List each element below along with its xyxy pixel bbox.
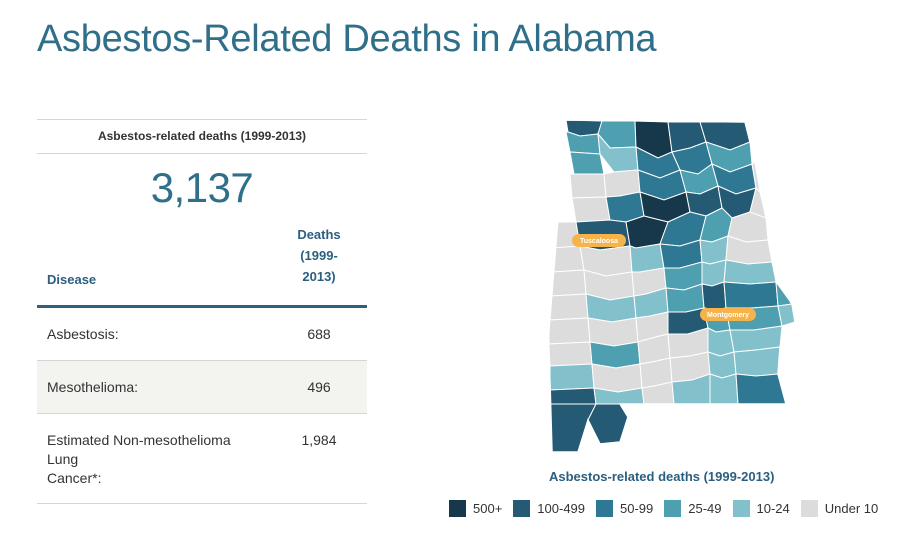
row-disease: Estimated Non-mesothelioma Lung Cancer*: [37,413,271,504]
county-shape [549,387,597,405]
state-outline [547,119,796,453]
city-label-bg [572,234,626,247]
row-disease-line2: Cancer*: [47,470,102,486]
map-legend: 500+ 100-499 50-99 25-49 10-24 Under 10 [449,499,889,517]
stat-total: 3,137 [150,164,254,211]
county-shape [569,151,605,175]
county-shape [775,280,793,307]
col-header-deaths: Deaths (1999- 2013) [271,224,367,308]
legend-label: 100-499 [537,500,586,516]
county-shape [629,243,665,273]
legend-swatch [732,499,750,517]
county-shape [707,351,737,379]
county-shape [569,173,607,199]
legend-item: Under 10 [800,499,879,517]
city-label-text: Montgomery [707,312,749,319]
row-disease: Mesothelioma: [37,360,271,414]
table-header-row: Disease Deaths (1999- 2013) [37,224,367,308]
county-shape [733,346,781,377]
city-label-montgomery: Montgomery [700,308,756,321]
legend-swatch [800,499,818,517]
county-shape [701,281,727,311]
county-shape [723,259,777,285]
map-caption: Asbestos-related deaths (1999-2013) [549,469,775,484]
legend-label: 50-99 [620,500,654,516]
col-header-deaths-line2: (1999- [300,248,338,263]
county-shape [587,317,639,347]
county-shape [709,373,739,405]
county-shape [589,341,641,369]
page-title: Asbestos-Related Deaths in Alabama [37,18,657,60]
county-shape [565,131,601,155]
city-label-tuscaloosa: Tuscaloosa [572,234,626,247]
county-shape [549,403,597,452]
county-shape [551,269,587,297]
county-shape [548,317,591,345]
legend-item: 10-24 [732,499,790,517]
table-row: Estimated Non-mesothelioma Lung Cancer*:… [37,413,367,504]
legend-item: 25-49 [664,499,722,517]
alabama-map: Tuscaloosa Montgomery [540,112,810,457]
county-shape [571,196,611,223]
disease-table: Disease Deaths (1999- 2013) Asbestosis: … [37,224,367,504]
county-shape [777,303,795,327]
col-header-deaths-line3: 2013) [302,269,336,284]
legend-label: Under 10 [824,500,879,516]
legend-label: 10-24 [756,500,790,516]
legend-item: 500+ [449,499,503,517]
row-deaths: 688 [271,306,367,361]
county-shape [551,245,585,273]
legend-swatch [513,499,531,517]
city-label-text: Tuscaloosa [580,238,618,245]
legend-swatch [664,499,682,517]
col-header-deaths-line1: Deaths [297,227,341,242]
row-deaths: 1,984 [271,413,367,504]
stats-panel: Asbestos-related deaths (1999-2013) 3,13… [37,119,367,504]
legend-swatch [449,499,466,517]
legend-item: 100-499 [513,499,586,517]
county-shape [591,363,643,393]
legend-label: 500+ [473,500,503,516]
legend-swatch [596,499,614,517]
county-shape [549,363,595,391]
alabama-map-svg: Tuscaloosa Montgomery [547,119,796,453]
county-shape [549,293,589,321]
legend-label: 25-49 [688,500,722,516]
row-disease-line1: Estimated Non-mesothelioma Lung [47,432,231,467]
table-row: Asbestosis: 688 [37,306,367,361]
county-shape [548,341,593,367]
row-disease: Asbestosis: [37,306,271,361]
table-row: Mesothelioma: 496 [37,360,367,414]
city-label-bg [700,308,756,321]
stat-header: Asbestos-related deaths (1999-2013) [37,119,367,154]
legend-item: 50-99 [596,499,654,517]
row-deaths: 496 [271,360,367,414]
col-header-disease: Disease [37,224,271,308]
county-shape [723,281,779,309]
